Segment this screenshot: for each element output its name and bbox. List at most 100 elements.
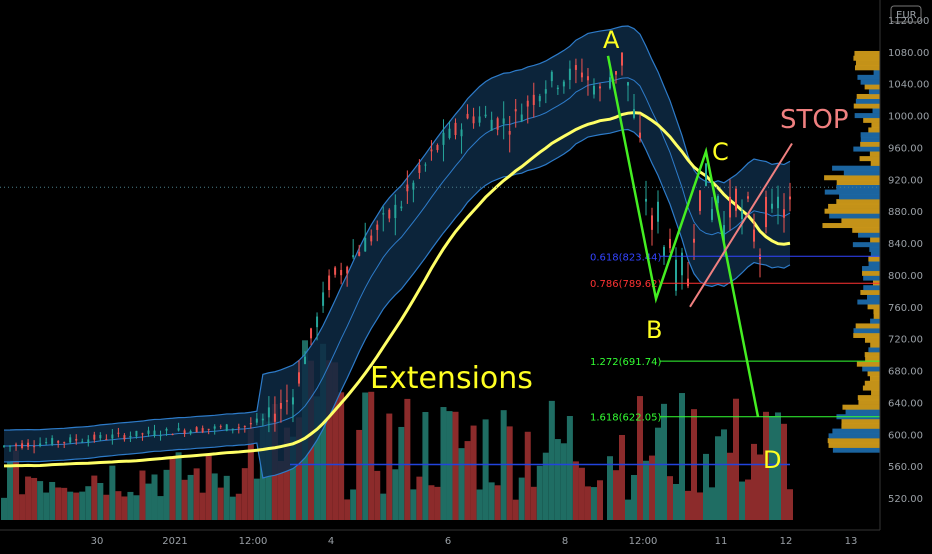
candle-body — [141, 433, 144, 435]
candle-body — [729, 196, 731, 218]
profile-bar — [864, 337, 880, 343]
candle-body — [651, 215, 653, 230]
volume-bar — [494, 485, 501, 520]
x-tick-label: 30 — [91, 536, 104, 547]
profile-bar — [854, 113, 880, 119]
candle-body — [562, 81, 565, 87]
candle-body — [93, 434, 96, 440]
profile-bar — [841, 218, 880, 224]
volume-bar — [506, 426, 513, 520]
profile-bar — [871, 122, 880, 128]
candle-body — [520, 114, 523, 122]
candle-body — [237, 427, 240, 429]
candle-body — [496, 118, 499, 130]
candle-body — [364, 237, 367, 252]
profile-bar — [824, 189, 880, 195]
volume-bar — [667, 476, 673, 520]
abcd-pattern — [606, 55, 760, 417]
volume-bar — [79, 491, 86, 520]
candle-body — [711, 209, 713, 220]
volume-bar — [314, 396, 321, 520]
candle-body — [460, 129, 463, 137]
volume-bar — [440, 407, 447, 520]
volume-bar — [757, 454, 763, 520]
y-tick-label: 760.00 — [888, 303, 923, 314]
profile-bar — [871, 390, 880, 396]
volume-bar — [679, 393, 685, 520]
volume-bar — [458, 448, 465, 520]
candle-body — [51, 438, 54, 445]
candle-body — [550, 71, 553, 82]
volume-bar — [175, 452, 182, 520]
band-fill — [4, 25, 790, 478]
y-tick-label: 960.00 — [888, 143, 923, 154]
volume-bar — [607, 456, 613, 520]
candle-body — [538, 96, 541, 102]
candle-body — [334, 267, 337, 275]
candle-body — [159, 435, 162, 437]
candle-body — [394, 204, 397, 219]
candle-body — [592, 85, 595, 95]
candle-body — [388, 209, 391, 219]
candle-body — [358, 251, 361, 256]
volume-bar — [235, 493, 242, 520]
volume-bar — [661, 403, 667, 520]
volume-bar — [1, 497, 7, 520]
volume-bar — [320, 343, 327, 520]
candlesticks — [3, 52, 791, 454]
volume-bar — [13, 450, 20, 520]
candle-body — [105, 439, 108, 441]
volume-bar — [751, 443, 757, 520]
candle-body — [147, 430, 150, 434]
y-tick-label: 1040.00 — [888, 80, 929, 91]
volume-bar — [85, 486, 92, 520]
profile-bar — [856, 361, 880, 367]
profile-bar — [872, 108, 880, 114]
candle-body — [454, 122, 457, 136]
profile-bar — [868, 261, 880, 267]
volume-bar — [709, 487, 715, 520]
volume-bar — [530, 486, 537, 520]
profile-bar — [854, 65, 880, 71]
volume-bar — [697, 492, 703, 520]
candle-body — [69, 437, 72, 443]
profile-bar — [870, 251, 880, 257]
profile-bar — [873, 309, 880, 315]
currency-badge[interactable] — [890, 5, 922, 23]
headline-text: Extensions — [370, 361, 533, 396]
x-tick-label: 6 — [445, 536, 451, 547]
candle-body — [412, 182, 415, 190]
candle-body — [747, 196, 749, 199]
volume-bar — [428, 485, 435, 520]
candle-body — [621, 52, 623, 66]
volume-bar — [73, 492, 80, 520]
volume-bar — [452, 411, 459, 520]
candle-body — [609, 77, 611, 89]
volume-bar — [410, 489, 417, 520]
profile-bar — [853, 332, 880, 338]
candle-body — [532, 94, 535, 105]
y-tick-label: 560.00 — [888, 462, 923, 473]
candle-body — [267, 407, 270, 418]
profile-bar — [852, 242, 880, 248]
volume-bar — [548, 400, 555, 520]
profile-bar — [855, 323, 880, 329]
profile-bar — [873, 313, 880, 319]
candle-body — [261, 418, 264, 421]
profile-bar — [860, 141, 880, 147]
volume-bar — [619, 434, 625, 520]
y-tick-label: 800.00 — [888, 271, 923, 282]
fib-label: 1.272(691.74) — [590, 357, 662, 368]
candle-body — [39, 443, 42, 447]
y-tick-label: 600.00 — [888, 430, 923, 441]
candle-body — [633, 109, 635, 118]
profile-bar — [858, 399, 880, 405]
candle-body — [717, 196, 719, 204]
volume-profile — [822, 50, 880, 453]
volume-bar — [584, 486, 591, 520]
profile-bar — [860, 137, 880, 142]
candle-body — [699, 190, 701, 211]
candle-body — [195, 427, 198, 433]
